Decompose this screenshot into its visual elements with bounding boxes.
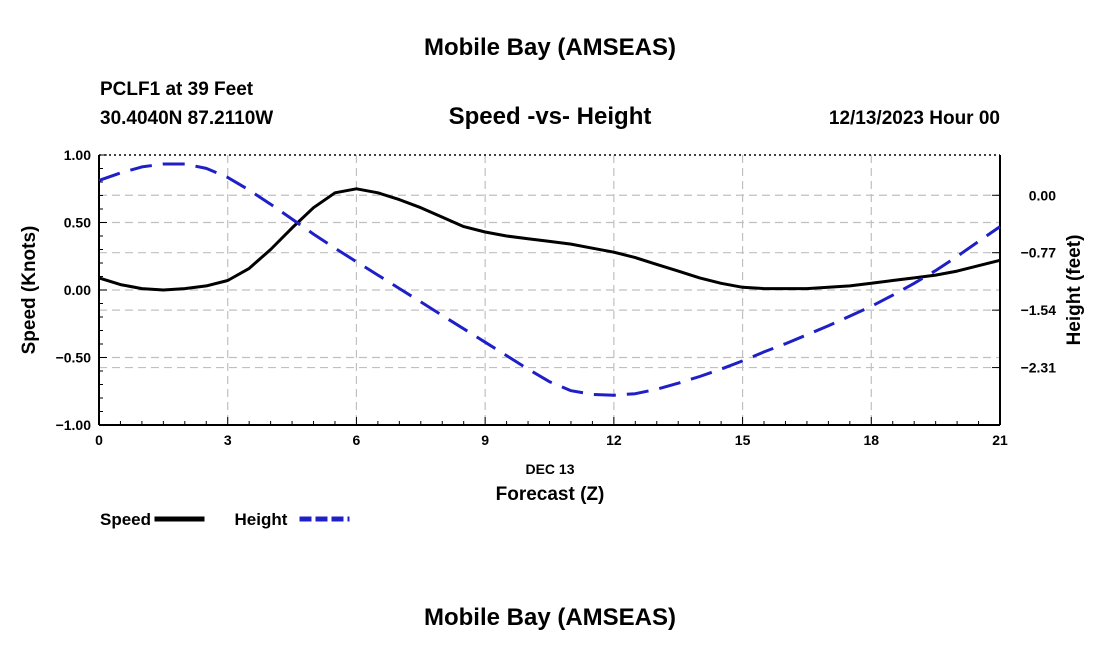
y2-tick-label: −0.77: [1021, 245, 1057, 261]
y2-tick-label: −2.31: [1021, 360, 1057, 376]
chart-title: Mobile Bay (AMSEAS): [424, 34, 676, 61]
series-speed-line: [98, 187, 1001, 292]
x-tick-label: 6: [353, 432, 361, 448]
x-axis-label: Forecast (Z): [496, 484, 605, 505]
x-date-label: DEC 13: [525, 461, 574, 477]
y-tick-label: −0.50: [56, 350, 92, 366]
y-axis-label: Speed (Knots): [19, 226, 40, 355]
x-axis: 0 3 6 9 12 15 18 21: [95, 417, 1008, 448]
y-axis-right: 0.00 −0.77 −1.54 −2.31: [992, 187, 1057, 376]
legend-label-speed: Speed: [100, 510, 151, 529]
series-height-line: [98, 162, 1001, 397]
grid-lines: [99, 155, 1000, 425]
x-tick-label: 12: [606, 432, 622, 448]
date-label: 12/13/2023 Hour 00: [829, 108, 1000, 129]
legend: Speed Height: [100, 510, 350, 529]
y-tick-label: 0.00: [64, 282, 91, 298]
x-tick-label: 21: [992, 432, 1008, 448]
legend-label-height: Height: [235, 510, 288, 529]
y-axis-left: 1.00 0.50 0.00 −0.50 −1.00: [56, 147, 107, 433]
y2-axis-label: Height (feet): [1064, 235, 1085, 346]
y-tick-label: −1.00: [56, 417, 92, 433]
chart-subtitle: Speed -vs- Height: [449, 103, 652, 130]
x-tick-label: 9: [481, 432, 489, 448]
y2-tick-label: −1.54: [1021, 302, 1057, 318]
location-label: 30.4040N 87.2110W: [100, 108, 273, 129]
x-tick-label: 18: [863, 432, 879, 448]
footer-title: Mobile Bay (AMSEAS): [424, 604, 676, 631]
x-tick-label: 0: [95, 432, 103, 448]
station-label: PCLF1 at 39 Feet: [100, 79, 254, 100]
series-lines: [98, 162, 1001, 397]
x-tick-label: 3: [224, 432, 232, 448]
y-tick-label: 0.50: [64, 215, 91, 231]
y-tick-label: 1.00: [64, 147, 91, 163]
x-tick-label: 15: [735, 432, 751, 448]
y2-tick-label: 0.00: [1029, 187, 1056, 203]
